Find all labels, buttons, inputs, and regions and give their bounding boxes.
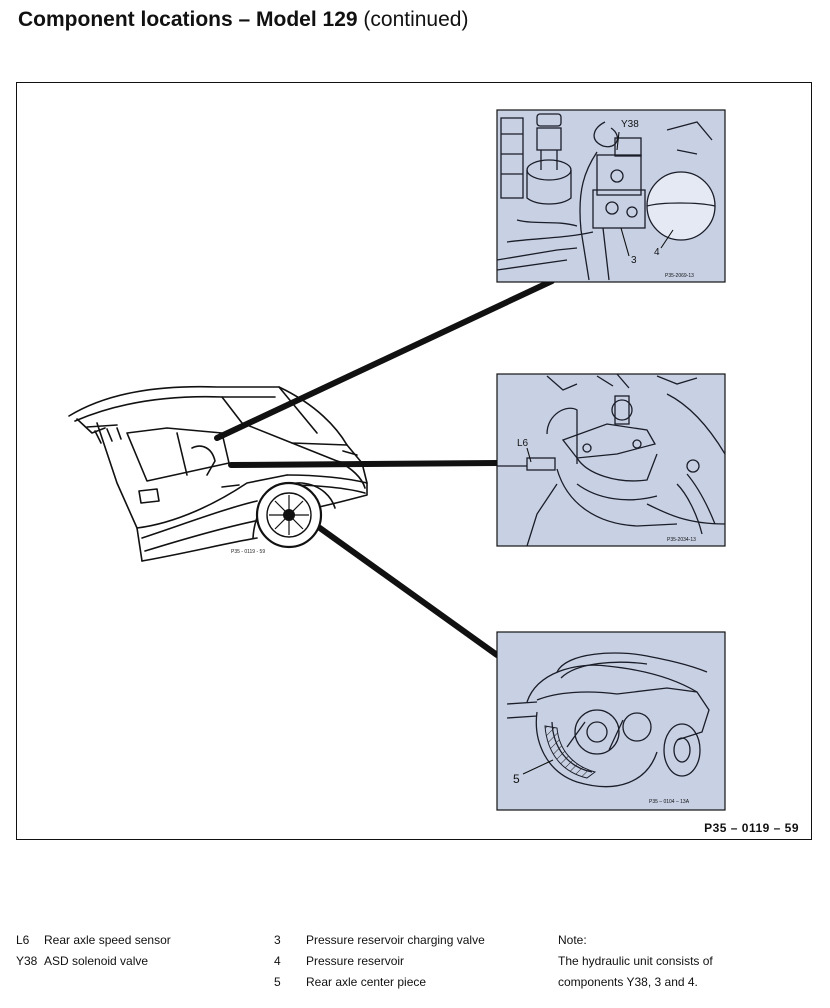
note-line: The hydraulic unit consists of xyxy=(558,954,713,968)
legend-column-2: 3 Pressure reservoir charging valve 4 Pres… xyxy=(274,930,485,993)
legend-item: 4 Pressure reservoir xyxy=(274,951,485,972)
note-heading: Note: xyxy=(558,933,587,947)
photo-hydraulic-unit-code: P35-2069-13 xyxy=(665,273,694,279)
photo-center-piece-code: P35 – 0104 – 13A xyxy=(649,799,690,805)
legend-label: Rear axle center piece xyxy=(306,975,427,989)
legend-label: Pressure reservoir charging valve xyxy=(306,933,485,947)
photo-hydraulic-unit: Y38 3 4 P35-2069-13 xyxy=(496,109,726,283)
legend-label: ASD solenoid valve xyxy=(44,954,149,968)
callout-l6: L6 xyxy=(517,438,529,449)
figure-reference-code: P35 – 0119 – 59 xyxy=(704,821,799,835)
figure-frame: P35 - 0119 - 59 xyxy=(16,82,812,840)
legend-label: Pressure reservoir xyxy=(306,954,405,968)
callout-y38: Y38 xyxy=(621,119,639,130)
page-title-main: Component locations – Model 129 xyxy=(18,8,358,31)
photo-rear-axle-sensor-background xyxy=(496,373,726,547)
car-drawing-code: P35 - 0119 - 59 xyxy=(231,549,265,555)
legend-code: L6 xyxy=(16,933,30,947)
callout-5: 5 xyxy=(513,772,520,786)
photo-rear-axle-center-piece: 5 P35 – 0104 – 13A xyxy=(496,631,726,811)
callout-4: 4 xyxy=(654,247,660,258)
car-rear-wheel xyxy=(255,481,323,549)
legend-item: 3 Pressure reservoir charging valve xyxy=(274,930,485,951)
legend-code: 4 xyxy=(274,954,281,968)
page-title-suffix: (continued) xyxy=(363,8,469,31)
callout-3: 3 xyxy=(631,255,637,266)
page-title: Component locations – Model 129 (continu… xyxy=(18,8,468,32)
leader-line-hydraulic-unit xyxy=(214,278,555,441)
legend-column-1: L6 Rear axle speed sensor Y38 ASD solenoid… xyxy=(16,930,171,972)
leader-lines xyxy=(214,278,555,658)
legend-item: L6 Rear axle speed sensor xyxy=(16,930,171,951)
legend-label: Rear axle speed sensor xyxy=(44,933,171,947)
legend-item: Y38 ASD solenoid valve xyxy=(16,951,171,972)
photo-center-piece-background xyxy=(496,631,726,811)
legend-code: Y38 xyxy=(16,954,38,968)
legend-note: Note: The hydraulic unit consists of com… xyxy=(558,930,713,993)
photo-rear-axle-sensor: L6 P35-2034-13 xyxy=(496,373,726,547)
photo-rear-axle-sensor-code: P35-2034-13 xyxy=(667,537,696,543)
note-line: components Y38, 3 and 4. xyxy=(558,975,698,989)
legend-code: 3 xyxy=(274,933,281,947)
leader-line-center-piece xyxy=(282,500,500,658)
component-location-figure: P35 - 0119 - 59 xyxy=(68,109,726,811)
legend-code: 5 xyxy=(274,975,281,989)
leader-line-rear-axle-sensor xyxy=(228,460,500,468)
legend-item: 5 Rear axle center piece xyxy=(274,972,485,993)
car-drawing xyxy=(68,385,368,562)
